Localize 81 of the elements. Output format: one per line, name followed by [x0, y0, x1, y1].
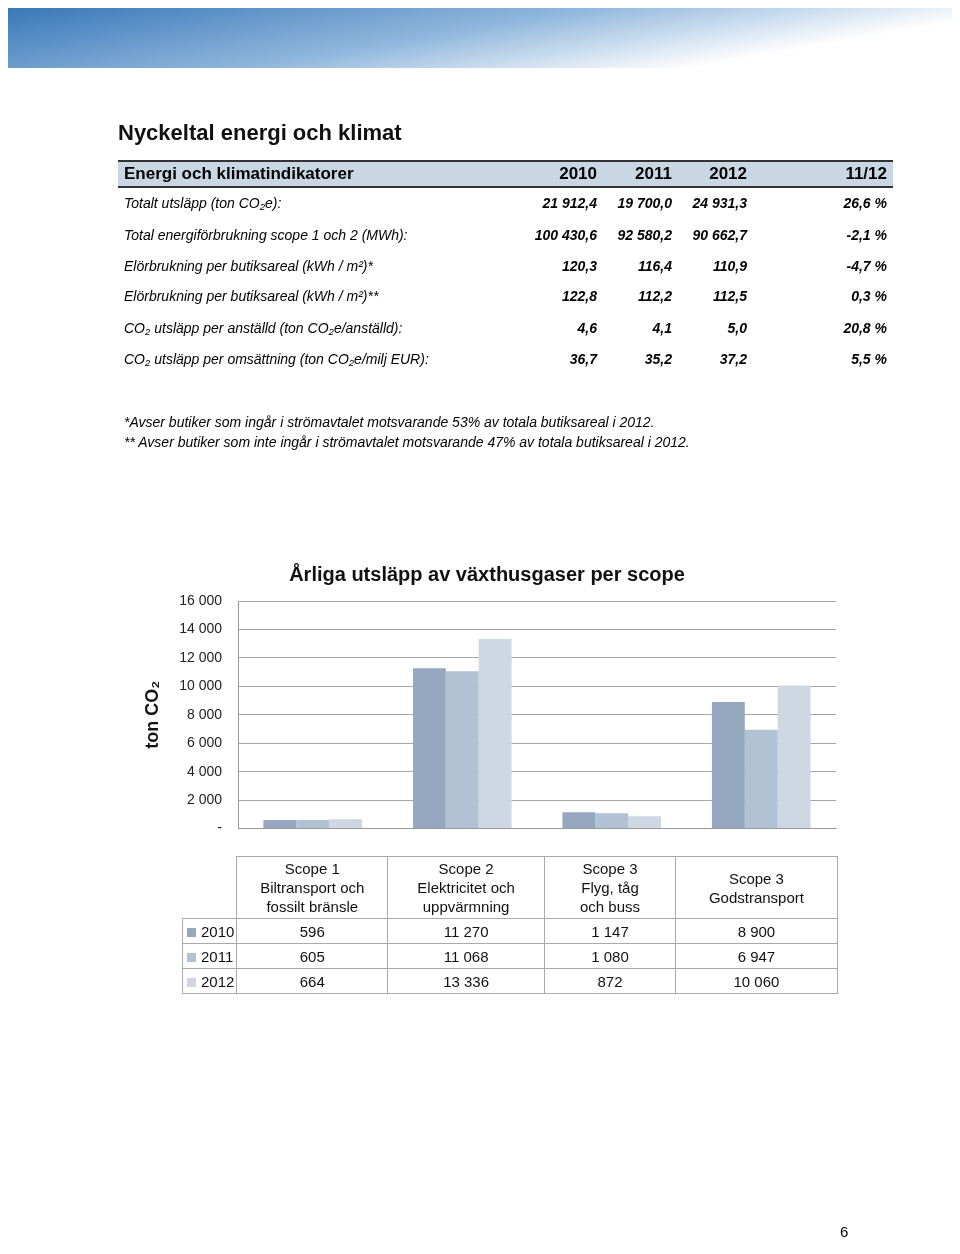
text: 110,9 — [713, 258, 747, 274]
bar — [628, 816, 662, 829]
text: 0,3 % — [851, 288, 887, 304]
text: 19 700,0 — [617, 195, 672, 211]
text: 24 931,3 — [692, 195, 747, 211]
category-label: Elörbrukning per butiksareal (kWh / m²)* — [124, 258, 373, 274]
text: Energi och klimatindikatorer — [124, 164, 355, 184]
text: ** Avser butiker som inte ingår i strömavtalet motsvarande 47% av totala butiksareal i 2012. — [124, 433, 691, 452]
y-tick-label: 10 000 — [179, 677, 223, 694]
bar — [562, 812, 596, 829]
x-tick-label: Scope 3 Godstransport — [675, 856, 838, 919]
bar — [329, 819, 363, 829]
y-axis-title: ton CO₂ — [141, 680, 162, 749]
chart-title: Årliga utsläpp av växthusgaser per scope — [289, 561, 685, 585]
data-label: 1 147 — [544, 918, 676, 944]
y-tick-label: 2 000 — [186, 791, 223, 808]
text: 36,7 — [569, 351, 597, 367]
x-tick-label: Scope 2 Elektricitet och uppvärmning — [387, 856, 545, 919]
category-label: 2012 — [708, 164, 747, 184]
category-label: Total energiförbrukning scope 1 och 2 (MWh): — [124, 226, 408, 243]
y-tick-label: 6 000 — [186, 734, 223, 751]
data-label: 596 — [236, 918, 388, 944]
y-tick-label: 12 000 — [179, 648, 223, 665]
data-label: 6 947 — [675, 943, 838, 969]
text: 21 912,4 — [542, 195, 597, 211]
data-label: 872 — [544, 968, 676, 994]
data-label: 13 336 — [387, 968, 545, 994]
bar — [777, 685, 811, 829]
category-label: 2011 — [634, 164, 672, 184]
text: 112,5 — [713, 288, 747, 304]
bar — [744, 729, 778, 829]
text: 26,6 % — [843, 195, 887, 211]
text: 100 430,6 — [534, 226, 597, 243]
bar — [445, 671, 479, 829]
y-tick-label: - — [217, 819, 223, 836]
data-label: 10 060 — [675, 968, 838, 994]
legend-label: 2010 — [182, 918, 237, 944]
text: 4,6 — [577, 319, 597, 336]
text: 35,2 — [644, 351, 672, 367]
x-tick-label: Scope 3 Flyg, tåg och buss — [544, 856, 676, 919]
bar — [595, 813, 629, 829]
bar — [296, 819, 330, 829]
data-label: 1 080 — [544, 943, 676, 969]
category-label: 11/12 — [844, 164, 887, 184]
text: *Avser butiker som ingår i strömavtalet motsvarande 53% av totala butiksareal i 2012. — [124, 413, 656, 432]
data-label: 8 900 — [675, 918, 838, 944]
y-tick-label: 14 000 — [179, 620, 223, 637]
bar — [412, 668, 446, 829]
x-tick-label: Scope 1 Biltransport och fossilt bränsle — [236, 856, 388, 919]
text: 112,2 — [638, 288, 672, 304]
data-label: 605 — [236, 943, 388, 969]
text: Nyckeltal energi och klimat — [118, 120, 403, 146]
text: -4,7 % — [846, 258, 887, 274]
legend-label: 2011 — [182, 943, 237, 969]
text: 5,5 % — [851, 351, 887, 367]
category-label: CO₂ utsläpp per anställd (ton CO₂e/anställd): — [124, 319, 403, 336]
text: 122,8 — [561, 288, 597, 304]
category-label: Elörbrukning per butiksareal (kWh / m²)** — [124, 288, 379, 304]
text: 20,8 % — [843, 319, 887, 336]
text: 90 662,7 — [692, 226, 747, 243]
category-label: CO₂ utsläpp per omsättning (ton CO₂e/milj EUR): — [124, 351, 429, 367]
text: 5,0 — [727, 319, 747, 336]
bar — [478, 638, 512, 829]
text: 37,2 — [719, 351, 747, 367]
legend-label: 2012 — [182, 968, 237, 994]
data-label: 11 270 — [387, 918, 545, 944]
category-label: 2010 — [558, 164, 597, 184]
data-label: 11 068 — [387, 943, 545, 969]
y-tick-label: 16 000 — [179, 591, 223, 608]
bar — [711, 702, 745, 829]
text: 4,1 — [652, 319, 672, 336]
text: 116,4 — [638, 258, 672, 274]
y-tick-label: 4 000 — [186, 762, 223, 779]
bar — [263, 820, 297, 829]
text: 92 580,2 — [617, 226, 672, 243]
text: 6 — [840, 1223, 849, 1240]
text: -2,1 % — [846, 226, 887, 243]
y-tick-label: 8 000 — [186, 705, 223, 722]
category-label: Totalt utsläpp (ton CO₂e): — [124, 195, 282, 211]
text: 120,3 — [561, 258, 597, 274]
data-label: 664 — [236, 968, 388, 994]
